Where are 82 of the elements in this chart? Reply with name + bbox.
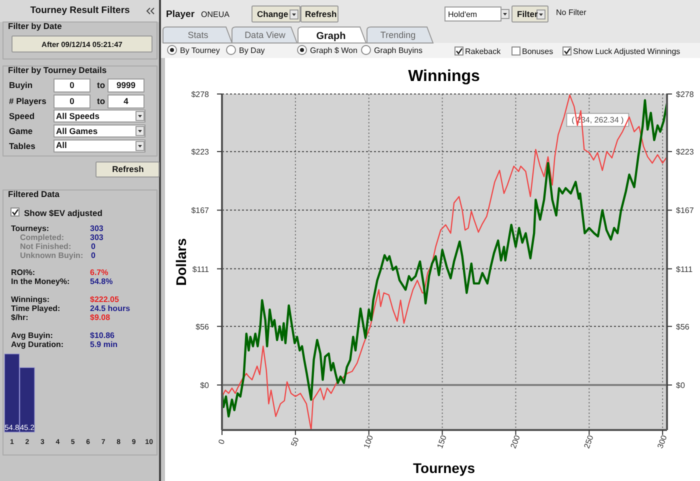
y-tick-label: $278 xyxy=(191,90,210,99)
x-tick-label: 150 xyxy=(435,434,449,450)
text: Player xyxy=(166,9,195,20)
x-tick-label: 0 xyxy=(216,438,227,446)
text: # Players xyxy=(9,96,47,106)
text: Change xyxy=(257,9,288,19)
text: 54.8% xyxy=(90,277,113,286)
y2-tick-label: $0 xyxy=(676,380,686,390)
text: By Day xyxy=(239,46,265,55)
text: Bonuses xyxy=(522,47,554,56)
chart-title: Winnings xyxy=(408,68,480,85)
text: Avg Buyin: xyxy=(11,331,53,340)
y2-tick-label: $56 xyxy=(676,322,690,332)
x-tick-label: 300 xyxy=(656,434,669,450)
text: Tourneys: xyxy=(11,224,50,233)
text: Avg Duration: xyxy=(11,340,64,349)
text: All xyxy=(56,140,67,150)
text: Data View xyxy=(244,30,286,40)
text: Unknown Buyin: xyxy=(20,251,84,260)
x-tick-label: 200 xyxy=(508,434,522,450)
text: $9.08 xyxy=(90,313,111,322)
text: By Tourney xyxy=(180,46,220,55)
text: All Speeds xyxy=(56,111,100,121)
y2-tick-label: $223 xyxy=(676,148,694,157)
text: 0 xyxy=(70,80,75,90)
text: Tourney Result Filters xyxy=(30,5,130,16)
x-tick-label: 100 xyxy=(362,434,376,450)
text: Refresh xyxy=(305,9,337,19)
text: Show $EV adjusted xyxy=(24,208,102,218)
text: Trending xyxy=(380,30,416,40)
y-tick-label: $0 xyxy=(200,380,210,390)
text: Tables xyxy=(9,141,36,151)
text: 9999 xyxy=(116,80,136,90)
text: $/hr: xyxy=(11,313,28,322)
text: 5.9 min xyxy=(90,340,118,349)
text: In the Money%: xyxy=(11,277,70,286)
text: Stats xyxy=(188,30,209,40)
text: Game xyxy=(9,126,33,136)
y-tick-label: $167 xyxy=(191,206,210,216)
x-axis-title: Tourneys xyxy=(413,460,476,476)
y-tick-label: $56 xyxy=(196,322,210,332)
text: Speed xyxy=(9,111,35,121)
text: Filter xyxy=(517,9,538,19)
text: Show Luck Adjusted Winnings xyxy=(573,47,680,56)
text: Refresh xyxy=(112,164,144,174)
text: ONEUA xyxy=(201,10,230,19)
y-tick-label: $223 xyxy=(191,148,210,157)
text: Buyin xyxy=(9,80,33,90)
text: Graph xyxy=(316,31,346,42)
text: 24.5 hours xyxy=(90,304,131,313)
text: Rakeback xyxy=(465,47,502,56)
y-tick-label: $111 xyxy=(192,264,210,274)
y-axis-title: Dollars xyxy=(173,238,189,286)
text: Filter by Tourney Details xyxy=(8,65,107,75)
text: Graph Buyins xyxy=(374,46,422,55)
x-tick-label: 50 xyxy=(289,436,302,448)
text: to xyxy=(97,80,106,90)
text: Filter by Date xyxy=(8,21,62,31)
x-tick-label: 250 xyxy=(582,434,596,450)
text: Completed: xyxy=(20,233,64,242)
text: to xyxy=(97,96,106,106)
text: 4 xyxy=(124,96,129,106)
text: $222.05 xyxy=(90,295,120,304)
text: 303 xyxy=(90,233,104,242)
text: 303 xyxy=(90,224,104,233)
text: Hold'em xyxy=(448,10,478,19)
text: 0 xyxy=(91,242,96,251)
text: ROI%: xyxy=(11,268,35,277)
y2-tick-label: $278 xyxy=(676,90,694,99)
text: Winnings: xyxy=(11,295,50,304)
text: All Games xyxy=(56,126,98,136)
text: 6.7% xyxy=(90,268,108,277)
y2-tick-label: $111 xyxy=(676,264,694,274)
y2-tick-label: $167 xyxy=(676,206,694,216)
text: Not Finished: xyxy=(20,242,72,251)
text: Time Played: xyxy=(11,304,60,313)
text: No Filter xyxy=(556,8,587,17)
text: 0 xyxy=(91,251,96,260)
text: $10.86 xyxy=(90,331,116,340)
text: Filtered Data xyxy=(8,189,60,199)
text: 0 xyxy=(70,96,75,106)
text: Graph $ Won xyxy=(310,46,358,55)
